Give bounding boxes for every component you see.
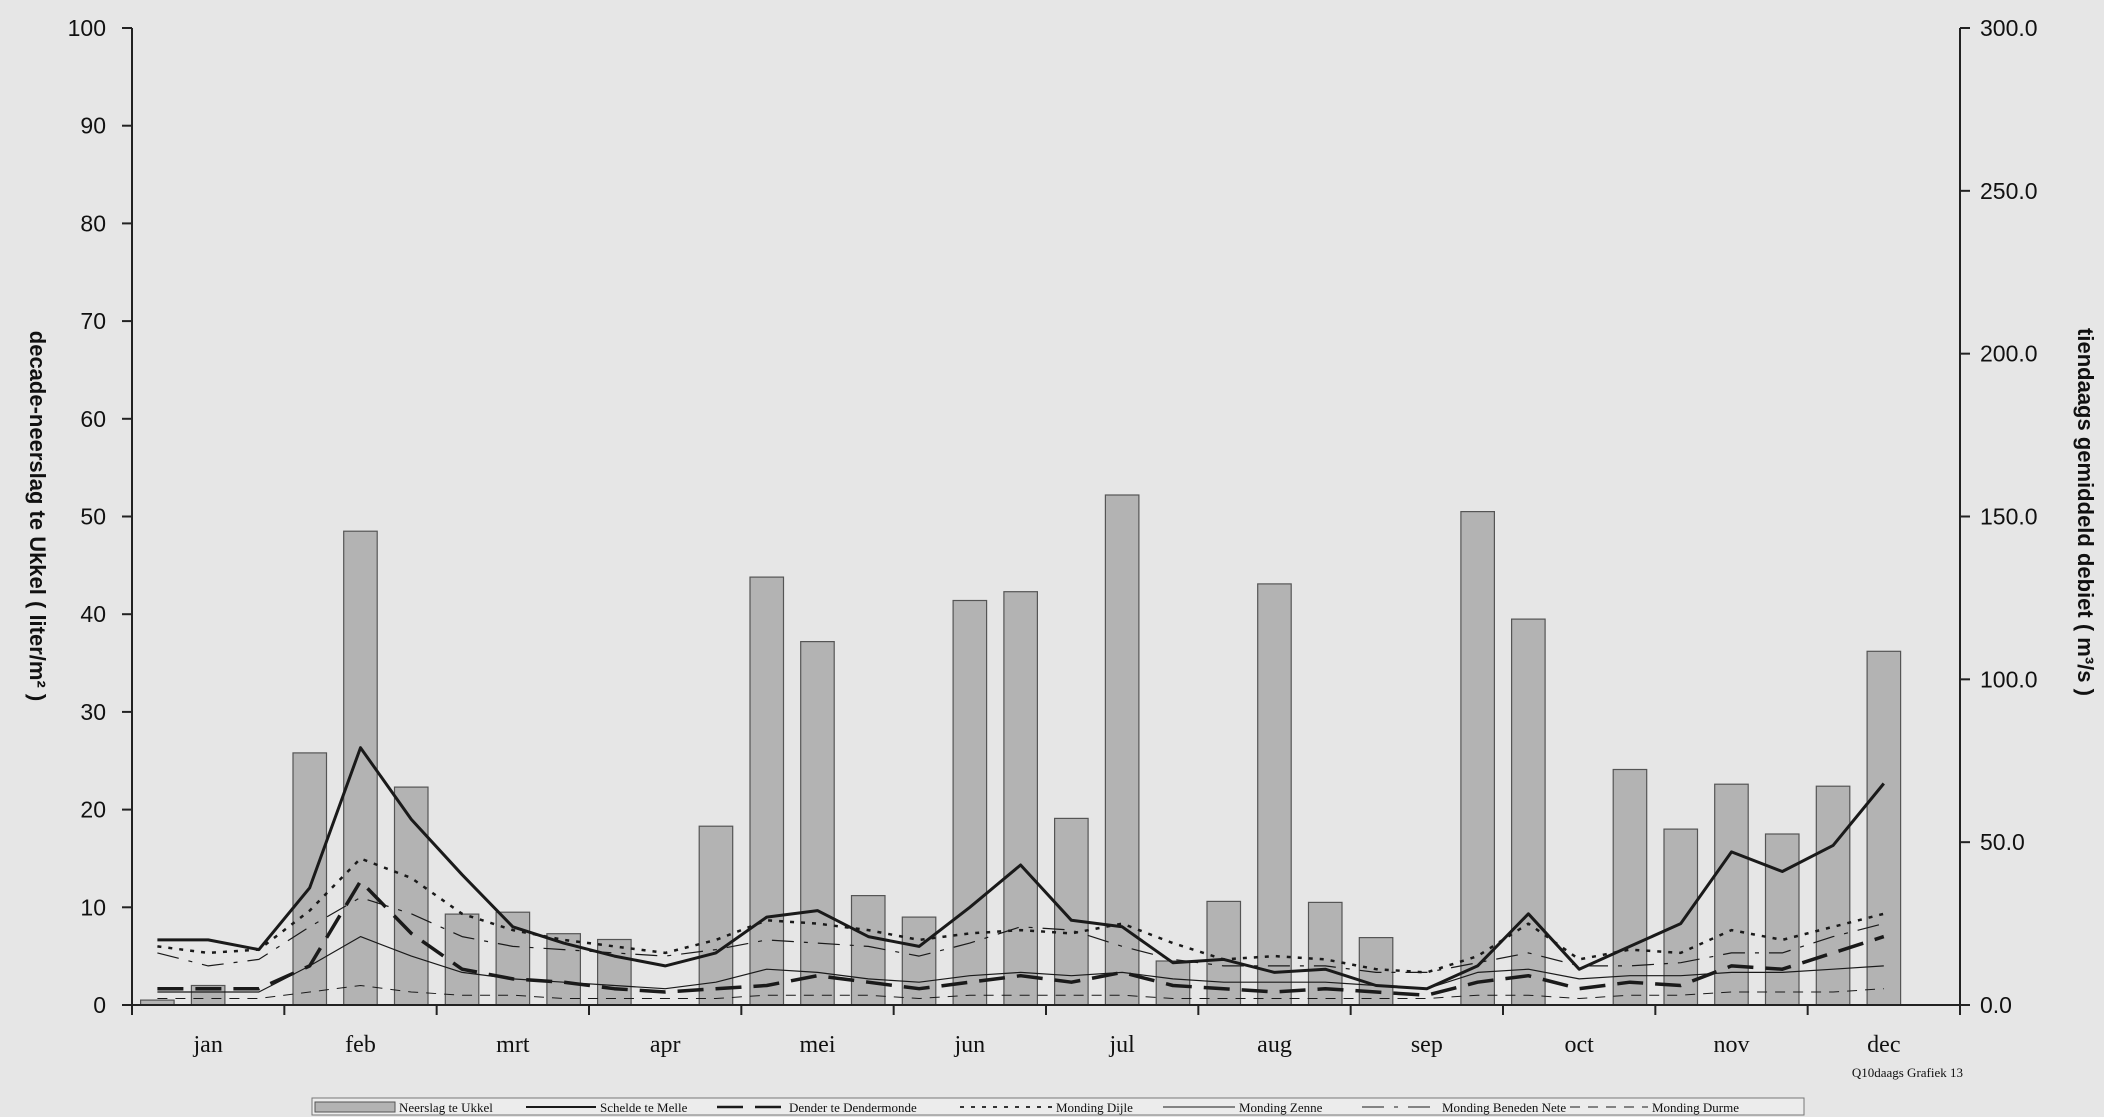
left-tick-label: 40 bbox=[80, 601, 106, 627]
bars-layer bbox=[140, 494, 1902, 1006]
bar-neerslag-te-ukkel-7 bbox=[444, 913, 480, 1006]
right-axis-title: tiendaags gemiddeld debiet ( m³/s ) bbox=[2073, 328, 2098, 696]
right-tick-label: 0.0 bbox=[1980, 992, 2012, 1018]
line-monding-beneden-nete bbox=[157, 896, 1884, 974]
bar-neerslag-te-ukkel-31 bbox=[1663, 828, 1699, 1006]
left-tick-label: 90 bbox=[80, 113, 106, 139]
left-tick-label: 30 bbox=[80, 699, 106, 725]
bar-neerslag-te-ukkel-14 bbox=[800, 640, 835, 1006]
month-label-feb: feb bbox=[345, 1032, 376, 1058]
line-schelde-te-melle bbox=[157, 746, 1885, 991]
left-tick-label: 0 bbox=[93, 992, 106, 1018]
left-axis-title: decade-neerslag te Ukkel ( liter/m² ) bbox=[25, 331, 50, 701]
legend-label-monding-beneden-nete: Monding Beneden Nete bbox=[1442, 1100, 1566, 1115]
legend-label-neerslag-te-ukkel: Neerslag te Ukkel bbox=[399, 1100, 493, 1115]
month-label-oct: oct bbox=[1565, 1032, 1595, 1058]
line-monding-zenne bbox=[157, 935, 1884, 993]
line-monding-durme bbox=[157, 985, 1884, 999]
month-label-sep: sep bbox=[1411, 1032, 1443, 1058]
month-label-apr: apr bbox=[650, 1032, 681, 1058]
bar-neerslag-te-ukkel-17 bbox=[952, 599, 988, 1006]
right-tick-label: 200.0 bbox=[1980, 341, 2038, 367]
month-label-jun: jun bbox=[953, 1032, 985, 1058]
bar-neerslag-te-ukkel-35 bbox=[1866, 650, 1902, 1006]
bar-neerslag-te-ukkel-23 bbox=[1257, 583, 1292, 1006]
month-label-dec: dec bbox=[1867, 1032, 1900, 1058]
legend-label-monding-dijle: Monding Dijle bbox=[1056, 1100, 1133, 1115]
right-tick-label: 150.0 bbox=[1980, 504, 2038, 530]
chart-footnote: Q10daags Grafiek 13 bbox=[1852, 1065, 1963, 1080]
left-tick-label: 60 bbox=[80, 406, 106, 432]
legend-label-monding-durme: Monding Durme bbox=[1652, 1100, 1739, 1115]
right-tick-label: 100.0 bbox=[1980, 666, 2038, 692]
bar-neerslag-te-ukkel-30 bbox=[1612, 768, 1648, 1006]
right-tick-label: 300.0 bbox=[1980, 15, 2038, 41]
month-label-nov: nov bbox=[1714, 1032, 1750, 1058]
legend-label-dender-te-dendermonde: Dender te Dendermonde bbox=[789, 1100, 917, 1115]
month-label-jan: jan bbox=[193, 1032, 223, 1058]
ticks-layer: 0 10 20 30 40 50 60 70 80 90 100 0.0 50.0 100.0 150.0 2… bbox=[68, 15, 2038, 1058]
bar-neerslag-te-ukkel-15 bbox=[850, 894, 886, 1006]
month-label-mrt: mrt bbox=[496, 1032, 530, 1058]
bar-neerslag-te-ukkel-28 bbox=[1510, 618, 1546, 1006]
lines-layer bbox=[157, 746, 1885, 999]
bar-neerslag-te-ukkel-13 bbox=[749, 576, 785, 1006]
bar-neerslag-te-ukkel-27 bbox=[1460, 511, 1496, 1006]
bar-neerslag-te-ukkel-5 bbox=[343, 530, 378, 1006]
bar-neerslag-te-ukkel-16 bbox=[901, 916, 937, 1006]
legend-swatch-neerslag-te-ukkel bbox=[314, 1101, 396, 1113]
legend-box bbox=[311, 1097, 1805, 1116]
left-tick-label: 50 bbox=[80, 504, 106, 530]
left-tick-label: 80 bbox=[80, 210, 106, 236]
bar-neerslag-te-ukkel-10 bbox=[596, 938, 632, 1006]
line-monding-dijle bbox=[157, 857, 1885, 974]
legend: Neerslag te Ukkel Schelde te Melle Dender … bbox=[311, 1097, 1805, 1116]
bar-neerslag-te-ukkel-19 bbox=[1053, 817, 1089, 1006]
left-tick-label: 20 bbox=[80, 797, 106, 823]
bar-neerslag-te-ukkel-20 bbox=[1104, 494, 1140, 1006]
legend-label-monding-zenne: Monding Zenne bbox=[1239, 1100, 1323, 1115]
month-label-mei: mei bbox=[800, 1032, 836, 1058]
bar-neerslag-te-ukkel-34 bbox=[1815, 785, 1851, 1006]
legend-label-schelde-te-melle: Schelde te Melle bbox=[600, 1100, 688, 1115]
left-tick-label: 100 bbox=[68, 15, 106, 41]
left-tick-label: 70 bbox=[80, 308, 106, 334]
month-label-aug: aug bbox=[1257, 1032, 1292, 1058]
line-dender-te-dendermonde bbox=[157, 879, 1885, 997]
bar-neerslag-te-ukkel-12 bbox=[698, 825, 734, 1006]
right-tick-label: 50.0 bbox=[1980, 829, 2025, 855]
bar-neerslag-te-ukkel-33 bbox=[1764, 833, 1800, 1006]
right-tick-label: 250.0 bbox=[1980, 178, 2038, 204]
month-label-jul: jul bbox=[1108, 1032, 1135, 1058]
left-tick-label: 10 bbox=[80, 894, 106, 920]
bar-neerslag-te-ukkel-18 bbox=[1003, 591, 1039, 1006]
